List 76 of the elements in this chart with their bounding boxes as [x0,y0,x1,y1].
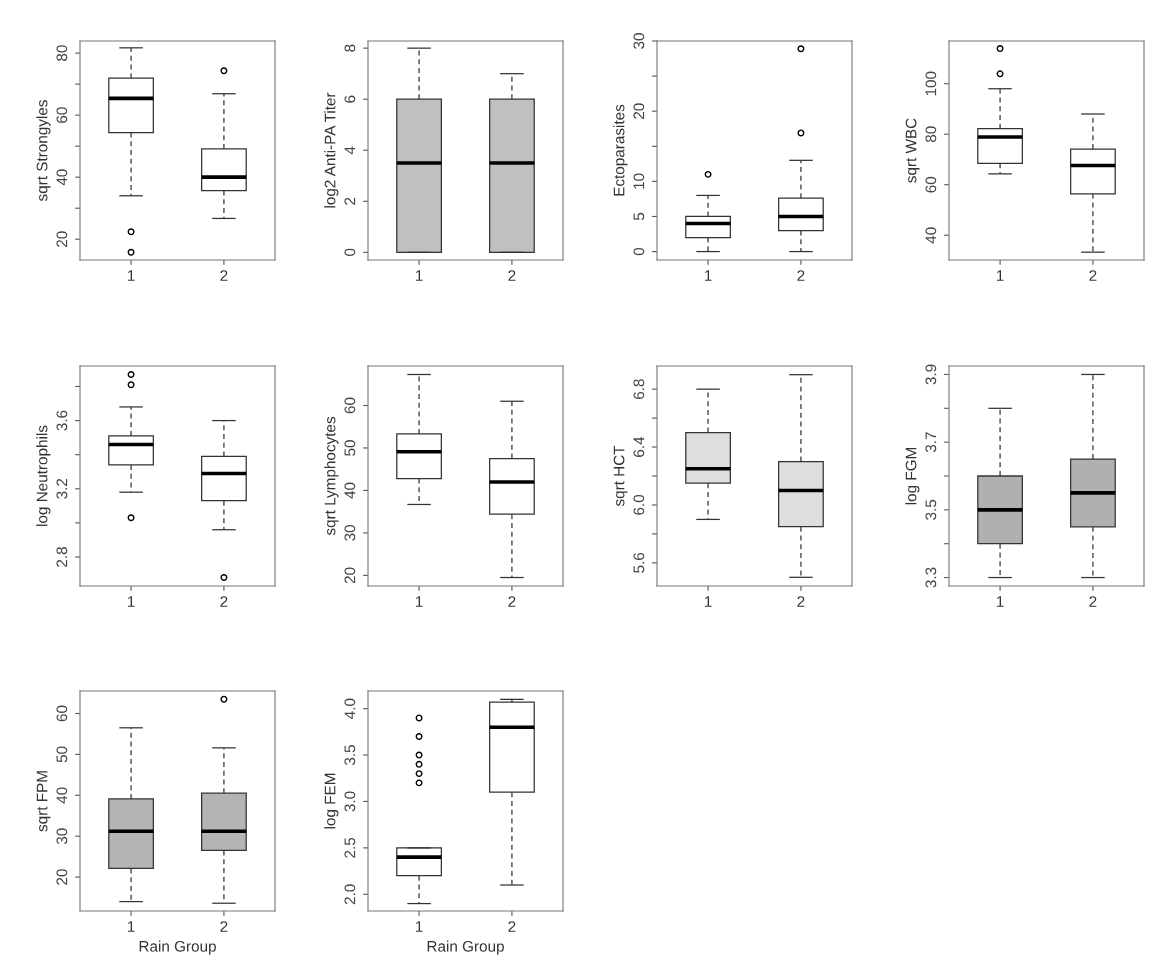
y-tick-label: 4 [344,146,356,155]
y-tick-label: 6.4 [633,436,645,457]
y-tick-label: 40 [56,787,68,804]
x-tick-label: 2 [1089,596,1097,607]
x-tick-label: 1 [704,270,712,281]
y-tick-label: 2.8 [56,547,68,567]
y-axis-title: sqrt HCT [613,445,628,507]
x-tick-label: 1 [996,596,1004,607]
y-tick-label: 30 [56,828,68,845]
x-tick-label: 1 [996,270,1004,281]
x-tick-label: 2 [220,921,228,932]
x-tick-label: 2 [220,270,228,281]
y-tick-label: 3.3 [925,567,937,588]
y-axis-title: sqrt Strongyles [36,100,51,202]
y-tick-label: 3.5 [925,499,937,520]
y-tick-label: 8 [344,44,356,52]
y-tick-label: 3.9 [925,364,937,385]
y-axis-title: sqrt WBC [905,118,920,183]
y-tick-label: 2.0 [344,884,356,905]
y-tick-label: 3.0 [344,791,356,812]
y-tick-label: 4.0 [344,698,356,719]
x-tick-label: 1 [127,270,135,281]
y-tick-label: 40 [344,482,356,499]
y-tick-label: 100 [925,71,937,96]
y-axis-title: sqrt Lymphocytes [324,416,339,536]
y-tick-label: 50 [56,746,68,763]
x-tick-label: 2 [1089,270,1097,281]
x-tick-label: 2 [508,921,516,932]
y-axis-title: log FEM [324,773,339,829]
y-tick-label: 60 [925,176,937,193]
y-tick-label: 50 [344,440,356,456]
x-tick-label: 2 [508,596,516,607]
y-tick-label: 60 [56,705,68,722]
y-tick-label: 6 [344,95,356,103]
y-tick-label: 40 [925,227,937,244]
x-tick-label: 2 [797,270,805,281]
y-tick-label: 2 [344,197,356,205]
x-tick-label: 1 [704,596,712,607]
x-tick-label: 1 [415,270,423,281]
x-tick-label: 2 [508,270,516,281]
x-axis-title: Rain Group [139,940,216,955]
y-tick-label: 30 [633,33,645,49]
y-axis-title: log2 Anti-PA Titer [324,92,339,208]
y-tick-label: 10 [633,173,645,189]
y-tick-label: 20 [56,231,68,247]
y-tick-label: 20 [344,567,356,584]
y-tick-label: 3.5 [344,745,356,766]
x-tick-label: 2 [220,596,228,607]
y-tick-label: 6.0 [633,494,645,515]
y-tick-label: 30 [344,525,356,541]
y-tick-label: 3.7 [925,432,937,453]
y-tick-label: 6.8 [633,379,645,399]
x-axis-title: Rain Group [427,940,504,955]
y-tick-label: 3.6 [56,410,68,431]
y-axis-title: sqrt FPM [36,771,51,832]
y-tick-label: 5.6 [633,552,645,573]
y-tick-label: 5 [633,212,645,221]
x-tick-label: 1 [127,596,135,607]
x-tick-label: 1 [415,596,423,607]
x-tick-label: 1 [415,921,423,932]
y-tick-label: 20 [633,103,645,119]
y-tick-label: 40 [56,169,68,186]
y-tick-label: 0 [633,247,645,256]
y-axis-title: log FGM [905,447,920,505]
x-tick-label: 1 [127,921,135,932]
y-axis-title: Ectoparasites [613,104,628,196]
x-tick-label: 2 [797,596,805,607]
y-tick-label: 80 [56,45,68,61]
y-tick-label: 3.2 [56,478,68,499]
y-tick-label: 60 [344,397,356,414]
y-tick-label: 80 [925,126,937,143]
y-tick-label: 20 [56,869,68,885]
y-tick-label: 0 [344,248,356,256]
y-tick-label: 2.5 [344,837,356,858]
y-tick-label: 60 [56,107,68,123]
y-axis-title: log Neutrophils [36,425,51,526]
